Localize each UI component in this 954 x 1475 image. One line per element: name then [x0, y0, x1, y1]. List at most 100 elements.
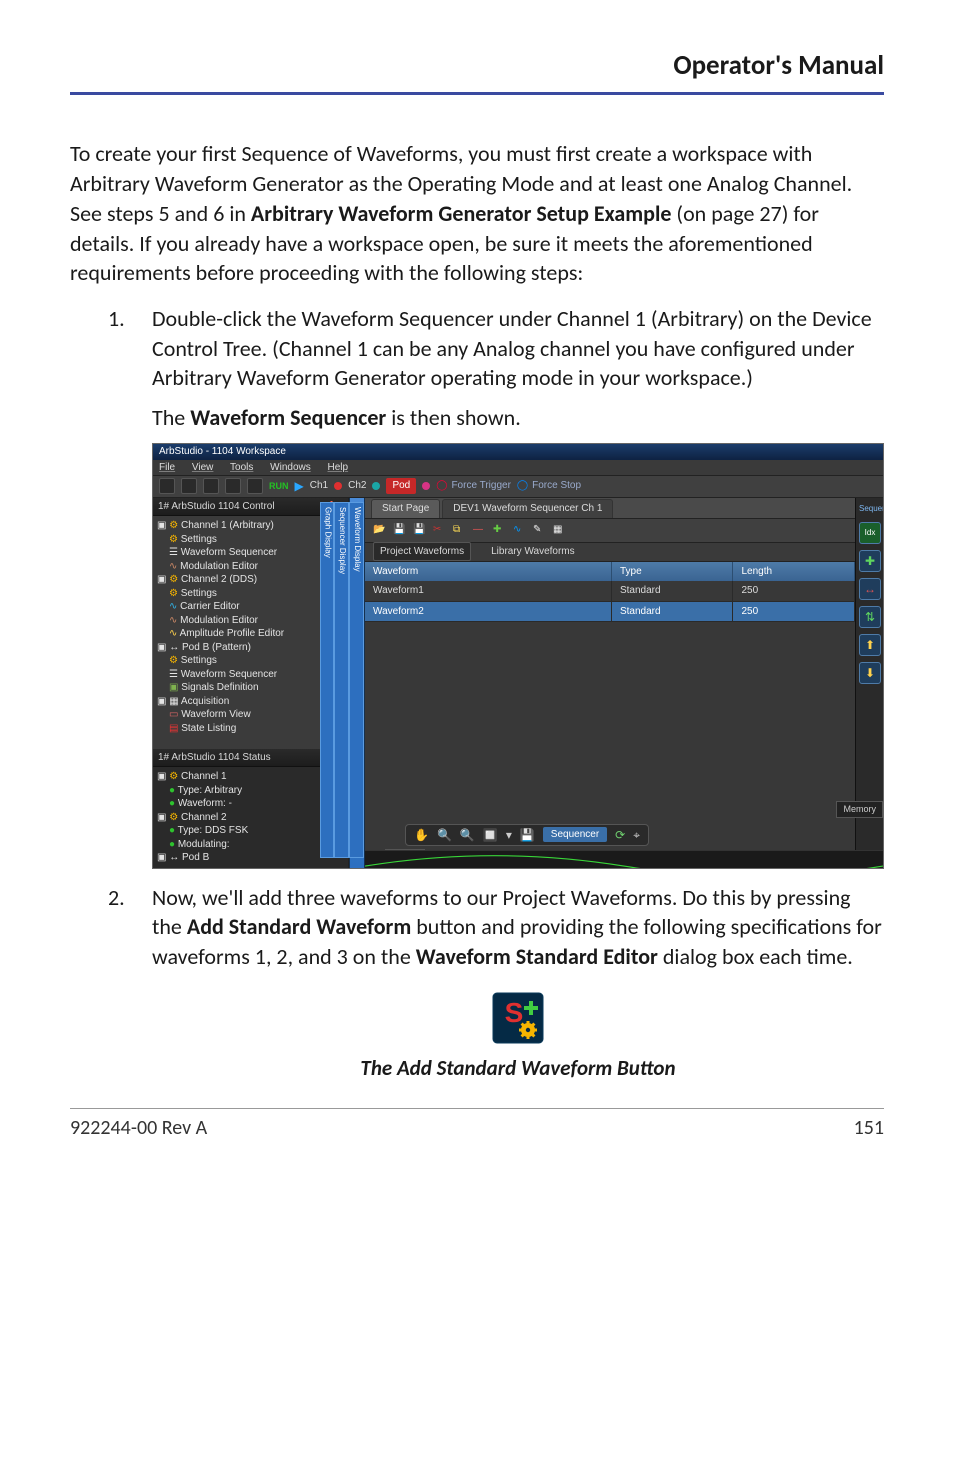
waveform-subtabs: Project Waveforms Library Waveforms — [365, 542, 855, 562]
vertical-tabs[interactable]: Waveform Display Sequencer Display Graph… — [349, 498, 365, 868]
svg-text:S: S — [505, 997, 524, 1028]
vtab-graph-display[interactable]: Graph Display — [320, 502, 335, 858]
fit-icon[interactable]: 🔲 — [483, 827, 498, 843]
toolbar-icon[interactable] — [225, 478, 241, 494]
menu-windows[interactable]: Windows — [270, 462, 311, 473]
cell-name: Waveform1 — [365, 581, 612, 602]
step-1-sub-bold: Waveform Sequencer — [190, 404, 386, 431]
vtab-sequencer-display[interactable]: Sequencer Display — [334, 502, 349, 858]
tab-start-page[interactable]: Start Page — [371, 499, 440, 518]
vtab-waveform-display[interactable]: Waveform Display — [349, 502, 364, 858]
page-header-title: Operator's Manual — [70, 48, 884, 84]
force-stop-button[interactable]: ◯Force Stop — [517, 479, 581, 493]
window-titlebar: ArbStudio - 1104 Workspace — [153, 444, 883, 460]
refresh-icon[interactable]: ⟳ — [615, 827, 625, 843]
waveform-toolbar: 📂 💾 💾 ✂ ⧉ — ✚ ∿ ✎ ▦ — [365, 518, 855, 542]
step-2-bold-1: Add Standard Waveform — [187, 913, 411, 940]
wave-icon[interactable]: ∿ — [513, 523, 527, 537]
intro-paragraph: To create your first Sequence of Wavefor… — [70, 139, 884, 287]
cell-type: Standard — [612, 602, 734, 623]
pod-dot-icon — [422, 482, 430, 490]
step-1-text: Double-click the Waveform Sequencer unde… — [152, 305, 872, 391]
menu-view[interactable]: View — [192, 462, 214, 473]
cut-icon[interactable]: ✂ — [433, 523, 447, 537]
stop-icon: ◯ — [436, 479, 447, 493]
figure-caption: The Add Standard Waveform Button — [152, 1054, 884, 1082]
seq-tool-button[interactable]: ⬆ — [859, 634, 881, 656]
menu-help[interactable]: Help — [328, 462, 349, 473]
subtab-library-waveforms[interactable]: Library Waveforms — [485, 543, 581, 561]
open-icon[interactable]: 📂 — [373, 523, 387, 537]
screenshot: ArbStudio - 1104 Workspace File View Too… — [152, 443, 884, 869]
edit-icon[interactable]: ✎ — [533, 523, 547, 537]
toolbar-icon[interactable] — [247, 478, 263, 494]
zoom-icon[interactable]: 🔍 — [460, 827, 475, 843]
add-standard-waveform-icon: S — [490, 990, 546, 1046]
force-trigger-button[interactable]: ◯Force Trigger — [436, 479, 511, 493]
step-1-sub-a: The — [152, 404, 190, 431]
menubar[interactable]: File View Tools Windows Help — [153, 460, 883, 476]
ch1-dot-icon — [334, 482, 342, 490]
seq-tool-button[interactable]: ↔ — [859, 578, 881, 600]
grid-icon[interactable]: ▦ — [553, 523, 567, 537]
cell-name: Waveform2 — [365, 602, 612, 623]
toolbar-icon[interactable] — [159, 478, 175, 494]
step-2-c: dialog box each time. — [658, 943, 853, 970]
step-1-sub: The Waveform Sequencer is then shown. — [152, 403, 884, 433]
dropdown-icon[interactable]: ▾ — [506, 827, 512, 843]
cursor-icon[interactable]: ⌖ — [633, 827, 640, 843]
sequencer-badge: Sequencer — [543, 827, 607, 843]
col-length[interactable]: Length — [733, 562, 855, 582]
table-row[interactable]: Waveform1 Standard 250 — [365, 581, 855, 602]
hand-icon[interactable]: ✋ — [414, 827, 429, 843]
step-1: Double-click the Waveform Sequencer unde… — [70, 304, 884, 869]
header-rule — [70, 92, 884, 95]
top-toolbar: RUN ▶ Ch1 Ch2 Pod ◯Force Trigger ◯Force … — [153, 476, 883, 498]
memory-label: Memory — [836, 801, 883, 817]
save-icon[interactable]: 💾 — [520, 827, 535, 843]
save-all-icon[interactable]: 💾 — [413, 523, 427, 537]
menu-file[interactable]: File — [159, 462, 175, 473]
preview-strip — [365, 850, 883, 868]
seq-tool-button[interactable]: ⇅ — [859, 606, 881, 628]
run-button[interactable]: RUN — [269, 480, 289, 492]
play-icon[interactable]: ▶ — [295, 478, 304, 494]
footer-rule — [70, 1108, 884, 1109]
footer-rev: 922244-00 Rev A — [70, 1115, 207, 1142]
document-tabs: Start Page DEV1 Waveform Sequencer Ch 1 — [365, 498, 855, 518]
ch1-label[interactable]: Ch1 — [310, 479, 328, 493]
cell-type: Standard — [612, 581, 734, 602]
screenshot-wrapper: ArbStudio - 1104 Workspace File View Too… — [152, 443, 884, 869]
menu-tools[interactable]: Tools — [230, 462, 253, 473]
page-footer: 922244-00 Rev A 151 — [70, 1115, 884, 1142]
step-1-sub-b: is then shown. — [386, 404, 521, 431]
bottom-toolbar: ✋ 🔍 🔍 🔲 ▾ 💾 Sequencer ⟳ ⌖ — [365, 820, 883, 850]
delete-icon[interactable]: — — [473, 523, 487, 537]
ch2-dot-icon — [372, 482, 380, 490]
seq-idx-button[interactable]: Idx — [859, 522, 881, 544]
intro-bold: Arbitrary Waveform Generator Setup Examp… — [251, 200, 672, 227]
toolbar-icon[interactable] — [203, 478, 219, 494]
col-waveform[interactable]: Waveform — [365, 562, 612, 582]
copy-icon[interactable]: ⧉ — [453, 523, 467, 537]
step-2: Now, we'll add three waveforms to our Pr… — [70, 883, 884, 1082]
footer-page-number: 151 — [854, 1115, 884, 1142]
cell-length: 250 — [733, 602, 855, 623]
subtab-project-waveforms[interactable]: Project Waveforms — [373, 542, 471, 562]
save-icon[interactable]: 💾 — [393, 523, 407, 537]
stop-icon: ◯ — [517, 479, 528, 493]
ch2-label[interactable]: Ch2 — [348, 479, 366, 493]
cell-length: 250 — [733, 581, 855, 602]
tab-waveform-sequencer[interactable]: DEV1 Waveform Sequencer Ch 1 — [442, 499, 613, 518]
add-standard-waveform-figure: S — [152, 990, 884, 1046]
seq-tool-button[interactable]: ✚ — [859, 550, 881, 572]
seq-tool-button[interactable]: ⬇ — [859, 662, 881, 684]
step-2-bold-2: Waveform Standard Editor — [416, 943, 658, 970]
toolbar-icon[interactable] — [181, 478, 197, 494]
add-icon[interactable]: ✚ — [493, 523, 507, 537]
zoom-icon[interactable]: 🔍 — [437, 827, 452, 843]
col-type[interactable]: Type — [612, 562, 734, 582]
table-row[interactable]: Waveform2 Standard 250 — [365, 602, 855, 623]
sequencer-label: Sequencer — [859, 504, 880, 515]
pod-button[interactable]: Pod — [386, 478, 416, 494]
